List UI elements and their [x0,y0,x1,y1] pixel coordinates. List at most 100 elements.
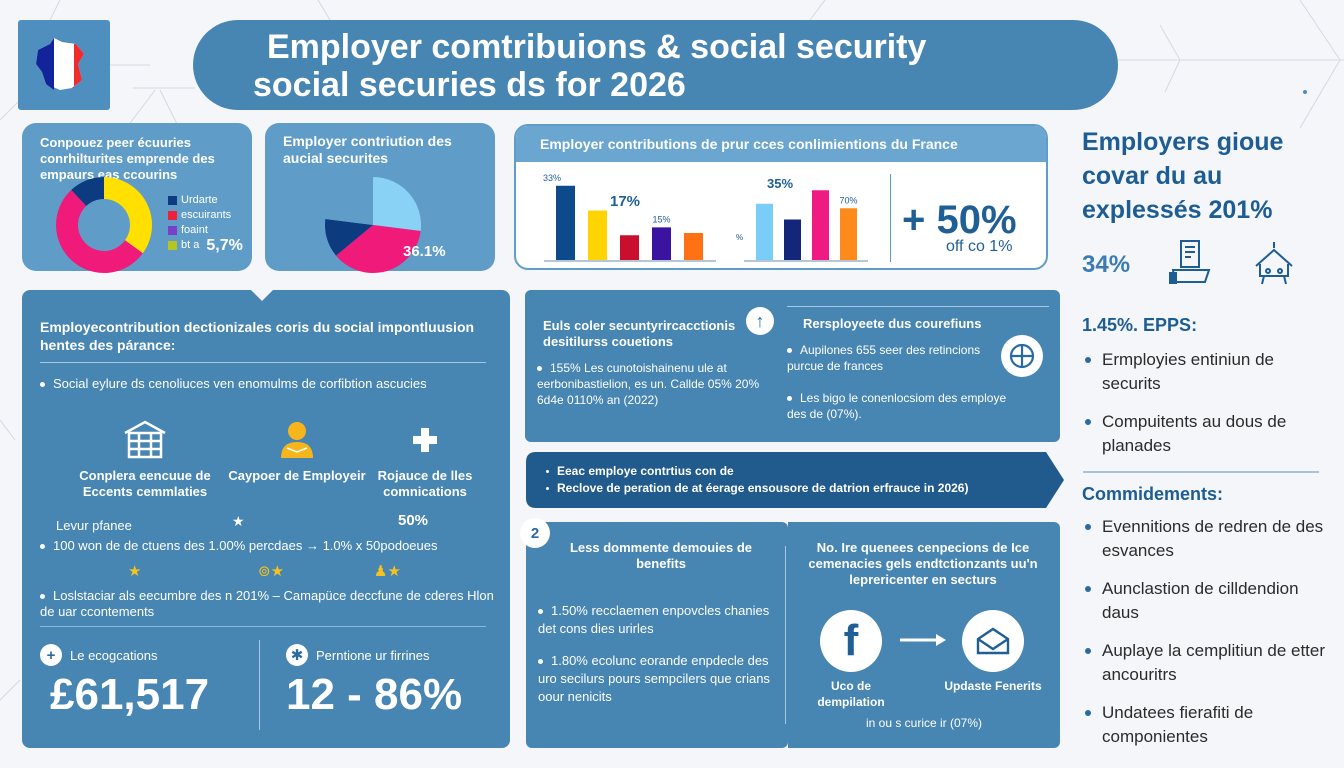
bar-label: 70% [839,195,857,205]
bullet-dot [538,609,543,615]
pie-slice [336,225,421,274]
big-percentage-sub: off co 1% [946,238,1013,255]
icon-item-label: Conplera eencuue de Eccents cemmlaties [79,468,211,499]
star-icon: ★ [232,513,245,529]
big-percentage: + 50% [902,198,1017,242]
stat-label: Perntione ur firrines [316,647,430,663]
pie-card: Employer contriution des aucial securite… [265,123,495,274]
right-column-stat: 34% [1082,251,1131,278]
middle-info-panel: Euls coler secuntyrircacctionis desitilu… [525,290,1060,442]
donut-chart [56,177,152,273]
bar [588,210,607,260]
bar [840,208,857,260]
title-line-2: social securies ds for 2026 [253,66,686,104]
asterisk-icon: ✱ [286,644,308,666]
donut-legend: Urdarte escuirants foaint bt a 5,7% [168,193,243,254]
bar [784,219,801,260]
axis-label: % [736,233,743,242]
epps-list: Ermployies entiniun de securits Compuite… [1082,348,1332,472]
divider [890,174,891,262]
list-item: Aunclastion de cilldendion daus [1082,577,1332,625]
right-column-title: Employers gioue covar du au explessés 20… [1082,128,1284,224]
bullet-text: Loslstaciar als eecumbre des n 201% – Ca… [40,588,494,619]
arrow-right-icon [900,634,946,646]
pie-chart [325,177,421,274]
benefits-panel: 2 Less dommente demouies de benefits 1.5… [520,518,788,748]
icon-item: Caypoer de Employeir [222,418,372,484]
commitments-list: Evennitions de redren de des esvances Au… [1082,515,1332,763]
bullet-dot [40,382,45,388]
donut-highlight: 5,7% [206,237,243,254]
legend-item: escuirants [168,208,243,223]
bullet-dot [40,594,45,600]
bar-label: 15% [652,214,670,224]
bar [812,190,829,260]
legend-item: bt a 5,7% [168,237,243,254]
legend-label: bt a [181,239,200,251]
pie-slice [71,177,104,207]
header-banner: Employer comtribuions & social security … [193,20,1118,110]
flow-title: No. Ire quenees cenpecions de Ice cemena… [808,540,1038,587]
panel-notch [250,289,274,301]
france-flag-map-icon [36,38,84,90]
mail-icon [962,610,1024,672]
legend-swatch [168,211,177,220]
bullet-dot [787,396,792,402]
list-item: Auplaye la cemplitiun de etter ancouritr… [1082,639,1332,687]
pie-slice [104,177,152,254]
stat-label: Le ecogcations [70,647,158,663]
people-star-icon: ♟★ [374,563,401,580]
bullet-dot [538,659,543,665]
bullet-dot [546,487,549,491]
col1-title: Euls coler secuntyrircacctionis desitilu… [543,318,736,349]
bullet-text: 1.50% recclaemen enpovcles chanies det c… [538,603,770,636]
pie-highlight: 36.1% [403,243,446,260]
legend-label: Urdarte [181,194,218,206]
legend-item: Urdarte [168,193,243,208]
legend-swatch [168,196,177,205]
banner-line: Reclove de peration de at éerage ensouso… [546,480,968,497]
bar-chart-card: Employer contributions de prur cces conl… [514,124,1048,270]
stat-percentage: ✱ Perntione ur firrines 12 - 86% [286,644,462,720]
divider [40,362,486,363]
stat-value: 12 - 86% [286,670,463,719]
flow-panel: No. Ire quenees cenpecions de Ice cemena… [788,522,1060,748]
divider [787,306,1049,307]
legend-label: escuirants [181,209,232,221]
divider [40,626,486,627]
search-star-icon: ⊚★ [258,563,285,580]
plus-icon: + [40,644,62,666]
bar [620,235,639,260]
bar-annotation: 17% [610,193,640,210]
bullet-text: 155% Les cunotoishainenu ule at eerbonib… [537,361,760,407]
bullet-item: 1.80% ecolunc eorande enpdecle des uro s… [538,652,778,706]
arrow-up-icon: ↑ [746,307,774,335]
left-panel: Employecontribution dectionizales coris … [22,289,510,748]
banner-text: Eeac employe contrtius con de Reclove de… [526,452,1064,508]
bullet-dot [40,544,45,550]
list-item: Undatees fierafiti de componientes [1082,701,1332,749]
bullet-dot [537,366,542,372]
flow-from-label: Uco de dempilation [817,679,885,709]
stat-contributions: + Le ecogcations £61,517 [40,644,209,720]
flow-footer: in ou s curice ir (07%) [865,716,983,730]
bullet-text: Les bigo le conenlocsiom des employe des… [787,391,1007,421]
bar-card-title: Employer contributions de prur cces conl… [540,136,958,152]
bullet-item: Loslstaciar als eecumbre des n 201% – Ca… [40,588,500,620]
bullet-item: Social eylure ds cenoliuces ven enomulms… [40,376,480,392]
legend-label: foaint [181,224,208,236]
donut-card: Conpouez peer écuuries conrhilturites em… [22,123,252,273]
house-robot-icon [1255,242,1293,285]
list-item: Compuitents au dous de planades [1082,410,1332,458]
banner-line-text: Reclove de peration de at éerage ensouso… [557,481,969,495]
bar-chart: 33% 15% 17% 70% 35%% [543,173,868,262]
page-title: Employer comtribuions & social security … [253,28,926,104]
flag-tile [18,20,110,110]
col2-title: Rersployeete dus courefiuns [803,316,982,331]
pie-slice [373,177,421,232]
left-panel-title: Employecontribution dectionizales coris … [40,319,475,353]
donut-card-title: Conpouez peer écuuries conrhilturites em… [40,135,215,182]
row-label: Levur pfanee [56,518,132,533]
plus-icon [413,428,437,452]
bullet-item: Aupilones 655 seer des retincions purcue… [787,342,987,374]
